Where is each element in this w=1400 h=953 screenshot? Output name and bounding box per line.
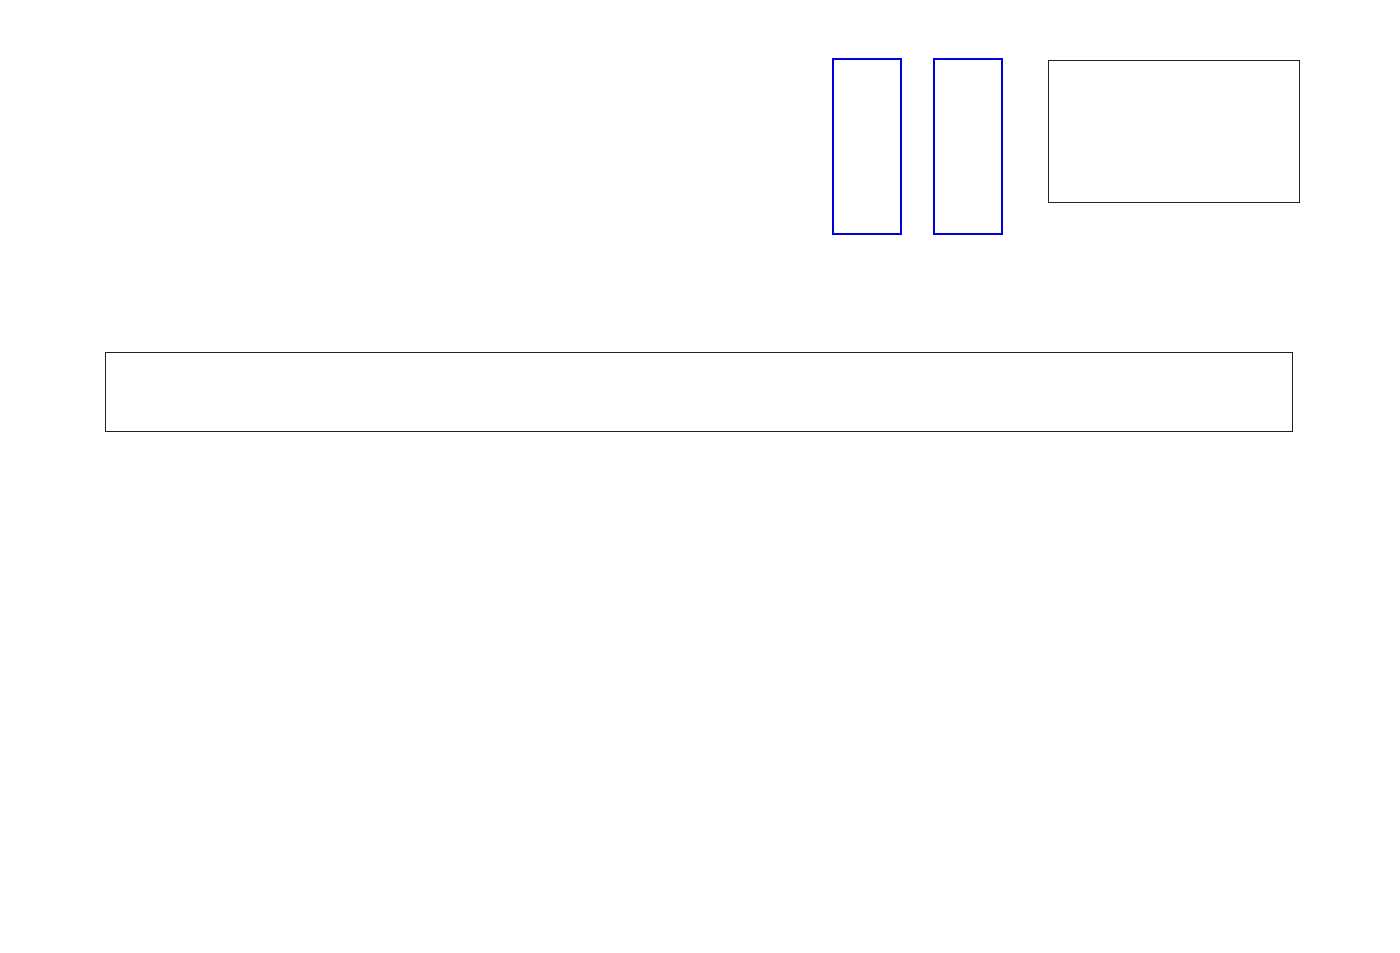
line-fit-inset-svg (1049, 61, 1299, 202)
main-spectrum-svg (106, 353, 1292, 431)
clean-image-canvas (935, 60, 1001, 233)
with-sky-canvas (834, 60, 900, 233)
header-datetime-version (1285, 3, 1334, 52)
main-spectrum-plot (105, 352, 1293, 432)
clean-image (933, 58, 1003, 235)
with-sky-image (832, 58, 902, 235)
line-fit-inset-plot (1048, 60, 1300, 203)
